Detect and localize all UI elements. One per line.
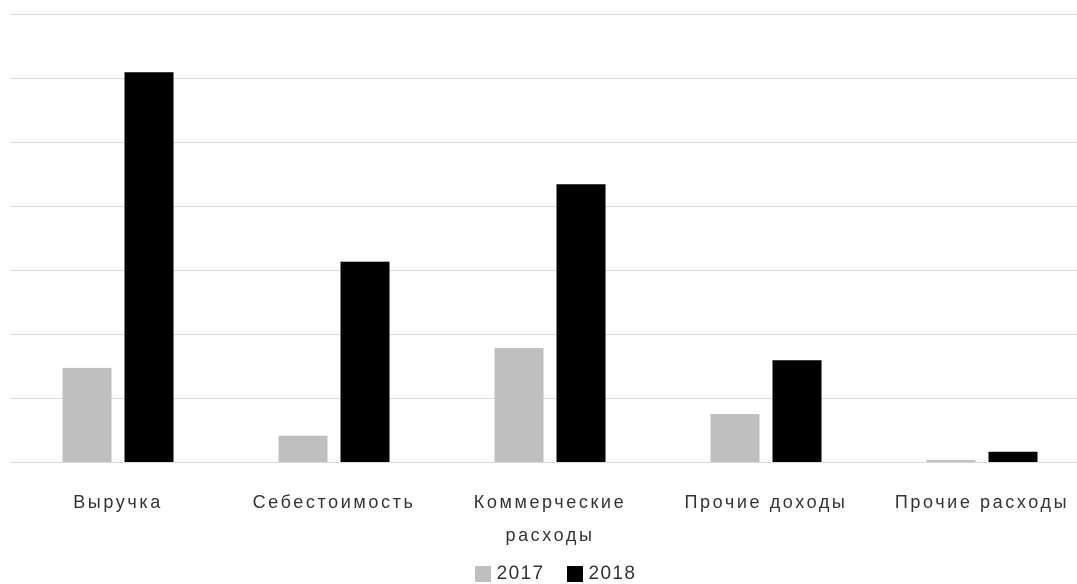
- category-label: Себестоимость: [252, 492, 416, 512]
- bar-2018-category-4: [988, 451, 1038, 462]
- legend-item-2017: 2017: [474, 563, 545, 584]
- bar-2018-category-1: [340, 261, 390, 462]
- legend-swatch-2017: [474, 566, 491, 582]
- legend-label-2017: 2017: [496, 563, 545, 584]
- plot-area: [10, 14, 1077, 463]
- bar-2018-category-2: [556, 184, 606, 463]
- category-label: Прочие расходы: [894, 492, 1070, 512]
- bar-2017-category-4: [926, 460, 976, 462]
- category-label: Коммерческие расходы: [473, 492, 627, 545]
- legend-swatch-2018: [566, 566, 583, 582]
- bar-2018-category-0: [124, 72, 174, 463]
- bar-2017-category-2: [494, 348, 544, 462]
- category-label: Прочие доходы: [684, 492, 848, 512]
- bar-2017-category-0: [62, 367, 112, 462]
- bar-2018-category-3: [772, 360, 822, 462]
- legend-item-2018: 2018: [566, 563, 637, 584]
- bar-2017-category-3: [710, 414, 760, 462]
- bar-2017-category-1: [278, 435, 328, 462]
- category-label: Выручка: [73, 492, 163, 512]
- legend-label-2018: 2018: [588, 563, 637, 584]
- legend: 2017 2018: [34, 563, 1077, 584]
